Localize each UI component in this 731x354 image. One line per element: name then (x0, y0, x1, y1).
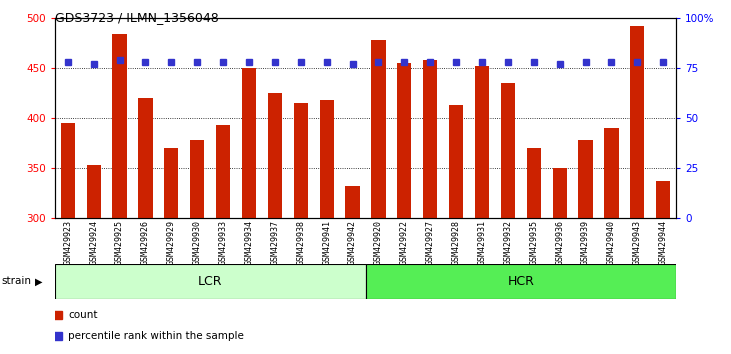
Bar (216, 125, 230, 218)
Text: ▶: ▶ (35, 276, 42, 286)
Bar (449, 105, 463, 218)
Bar (630, 26, 645, 218)
Bar (656, 181, 670, 218)
Bar (371, 40, 385, 218)
Bar (294, 103, 308, 218)
Bar (190, 140, 205, 218)
Bar (553, 168, 567, 218)
Bar (242, 68, 256, 218)
Text: count: count (69, 310, 98, 320)
Bar (113, 34, 126, 218)
Text: LCR: LCR (198, 275, 222, 288)
Text: HCR: HCR (507, 275, 534, 288)
Bar (346, 186, 360, 218)
Bar (578, 140, 593, 218)
Bar (475, 66, 489, 218)
Bar (61, 123, 75, 218)
Bar (397, 63, 412, 218)
Bar (501, 83, 515, 218)
Text: GDS3723 / ILMN_1356048: GDS3723 / ILMN_1356048 (55, 11, 219, 24)
Bar (526, 148, 541, 218)
Bar (605, 128, 618, 218)
Bar (164, 148, 178, 218)
Bar (366, 264, 676, 299)
Text: strain: strain (1, 276, 31, 286)
Bar (138, 98, 153, 218)
Bar (423, 60, 437, 218)
Bar (55, 264, 366, 299)
Bar (86, 165, 101, 218)
Text: percentile rank within the sample: percentile rank within the sample (69, 331, 244, 341)
Bar (268, 93, 282, 218)
Bar (319, 100, 334, 218)
